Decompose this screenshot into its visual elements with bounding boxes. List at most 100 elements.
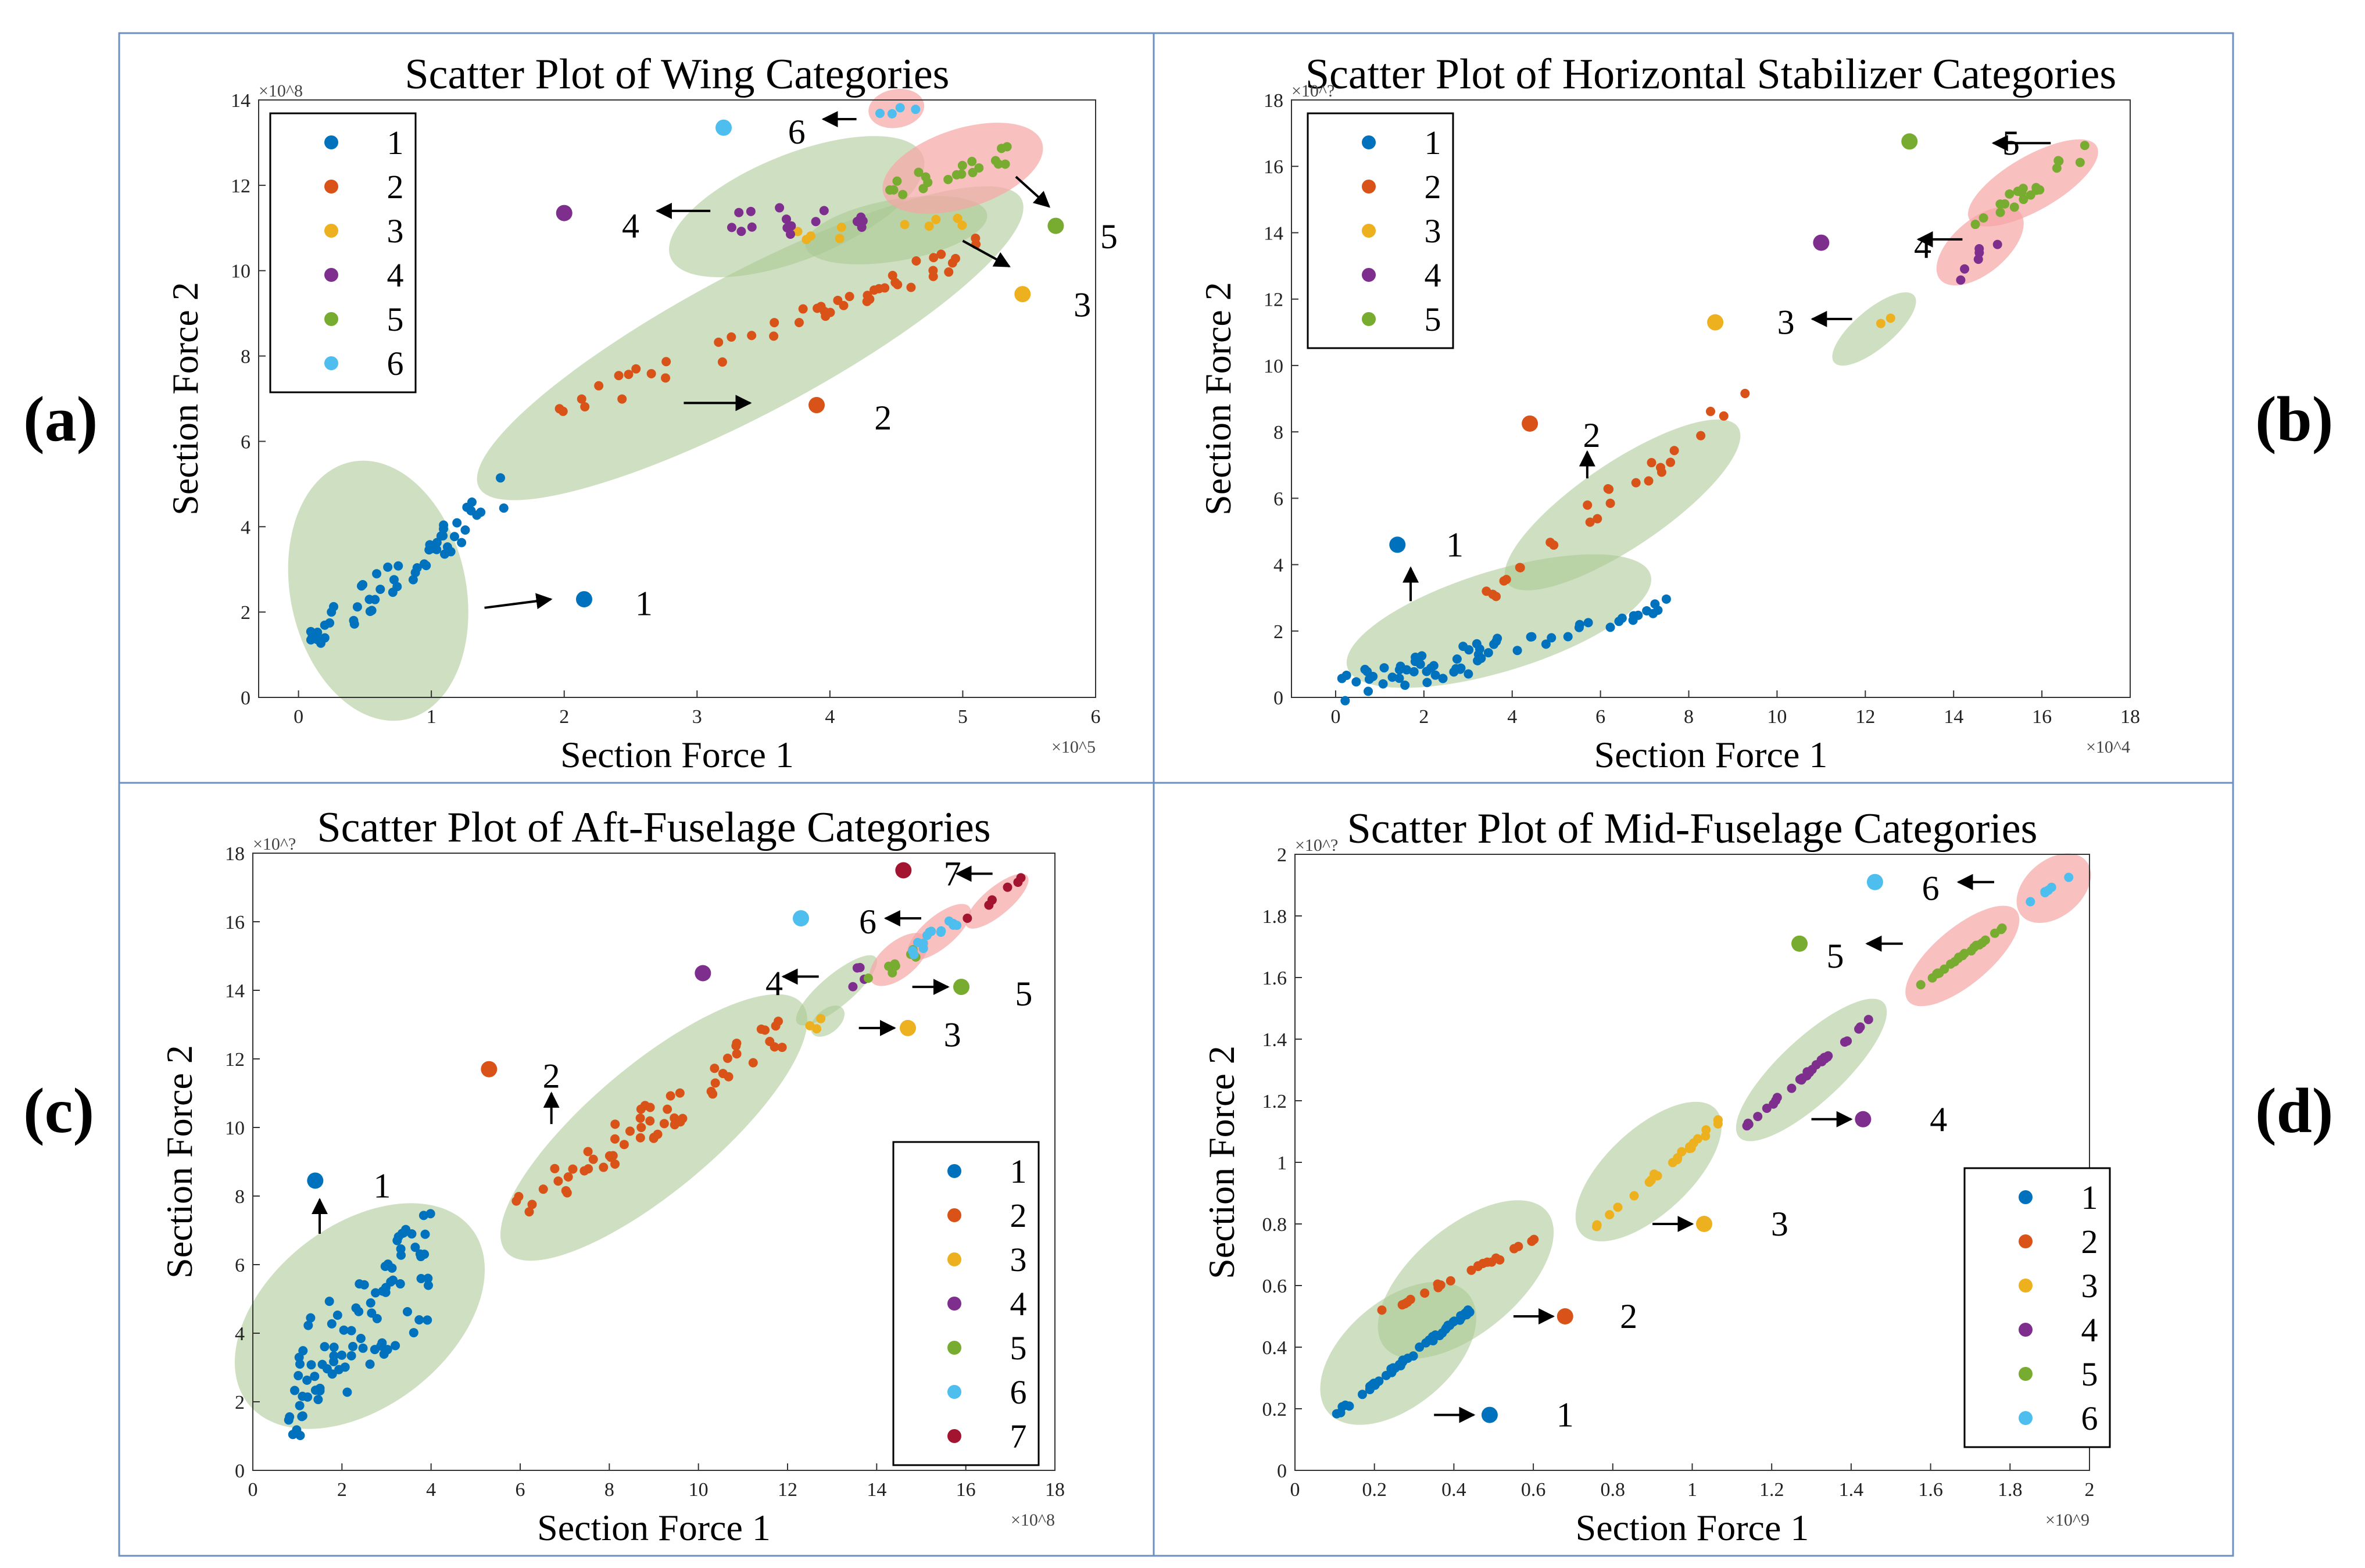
cluster-number: 5 (1015, 975, 1032, 1013)
legend-box (892, 1141, 1040, 1466)
scatter-point (1649, 1169, 1659, 1179)
scatter-point (678, 1114, 688, 1123)
scatter-point (342, 1387, 352, 1397)
scatter-point (646, 368, 656, 378)
x-tick-label: 2 (2085, 1479, 2095, 1501)
scatter-point (990, 156, 1000, 166)
x-tick-label: 12 (1855, 706, 1875, 728)
scatter-point (1491, 592, 1501, 602)
x-multiplier: ×10^5 (1051, 738, 1096, 757)
scatter-point (769, 331, 779, 341)
x-tick-label: 1.2 (1759, 1479, 1784, 1501)
scatter-point (414, 1315, 424, 1325)
scatter-point (358, 579, 368, 589)
scatter-point (2017, 188, 2027, 198)
scatter-point (732, 1039, 742, 1048)
scatter-point (2075, 157, 2085, 167)
legend-label: 3 (1425, 212, 1441, 250)
legend-label: 3 (1010, 1241, 1027, 1279)
scatter-point (1473, 656, 1483, 665)
scatter-point (432, 538, 442, 547)
scatter-point (661, 357, 671, 367)
scatter-point (931, 214, 941, 224)
y-multiplier: ×10^? (1291, 81, 1334, 101)
y-tick-label: 10 (1264, 356, 1283, 377)
scatter-point (579, 1166, 589, 1176)
scatter-point (2031, 185, 2041, 195)
scatter-point (327, 1369, 337, 1379)
x-tick-label: 2 (559, 706, 569, 728)
panel-frame (118, 32, 2234, 1557)
y-axis-label: Section Force 2 (164, 282, 206, 515)
cluster-number: 3 (1074, 285, 1091, 324)
scatter-point (1378, 679, 1388, 689)
scatter-point (1563, 632, 1573, 642)
scatter-point (929, 253, 939, 263)
centroid-point (808, 397, 825, 414)
centroid-point (1557, 1308, 1573, 1324)
scatter-point (1605, 1210, 1615, 1220)
scatter-point (951, 170, 961, 180)
scatter-point (1415, 659, 1425, 669)
y-tick-label: 12 (225, 1049, 245, 1071)
scatter-point (298, 1346, 308, 1356)
scatter-point (313, 628, 323, 638)
scatter-point (1705, 406, 1715, 416)
scatter-point (1379, 663, 1389, 673)
x-tick-label: 1.6 (1918, 1479, 1943, 1501)
scatter-point (1585, 517, 1595, 527)
scatter-point (303, 1320, 313, 1330)
cluster-number: 1 (635, 584, 653, 622)
legend-label: 3 (2081, 1267, 2098, 1305)
scatter-point (388, 1275, 398, 1285)
scatter-point (316, 638, 326, 648)
y-tick-label: 8 (241, 346, 251, 368)
scatter-point (1458, 642, 1468, 651)
scatter-point (635, 1133, 645, 1143)
cluster-ellipse (1832, 292, 1916, 366)
scatter-point (1438, 674, 1448, 683)
scatter-point (957, 160, 967, 170)
x-tick-label: 0 (1290, 1479, 1300, 1501)
centroid-point (1522, 415, 1538, 432)
x-tick-label: 1.4 (1839, 1479, 1864, 1501)
y-tick-label: 0 (235, 1460, 245, 1482)
legend-marker (1362, 180, 1376, 194)
legend-marker (324, 135, 338, 149)
y-tick-label: 0.4 (1262, 1337, 1287, 1359)
scatter-point (399, 1228, 409, 1238)
cluster-number: 4 (622, 207, 639, 245)
cluster-ellipse (669, 136, 925, 277)
scatter-point (1422, 667, 1432, 676)
scatter-point (393, 561, 403, 571)
scatter-point (748, 1058, 758, 1068)
scatter-point (936, 249, 946, 259)
scatter-point (439, 520, 449, 530)
scatter-point (2019, 195, 2028, 205)
y-tick-label: 8 (1273, 422, 1283, 443)
y-tick-label: 2 (1273, 621, 1283, 643)
scatter-point (563, 1172, 573, 1182)
scatter-point (2046, 882, 2056, 892)
scatter-point (997, 144, 1007, 153)
scatter-point (1411, 652, 1421, 662)
scatter-point (918, 943, 928, 953)
cluster-number: 7 (944, 854, 961, 893)
scatter-point (1605, 622, 1615, 632)
scatter-point (1351, 677, 1361, 687)
legend-label: 4 (1010, 1285, 1027, 1323)
scatter-point (383, 562, 393, 572)
scatter-point (1740, 389, 1750, 399)
scatter-point (1787, 1083, 1797, 1093)
scatter-point (2064, 872, 2074, 882)
scatter-point (710, 1078, 720, 1088)
scatter-point (298, 1411, 307, 1421)
x-tick-label: 8 (604, 1479, 614, 1501)
scatter-point (329, 1351, 339, 1361)
scatter-point (631, 364, 641, 374)
legend-box (1307, 112, 1454, 349)
cluster-ellipse (500, 994, 808, 1261)
scatter-point (1016, 873, 1026, 883)
scatter-point (1650, 599, 1660, 609)
legend-marker (324, 356, 338, 370)
